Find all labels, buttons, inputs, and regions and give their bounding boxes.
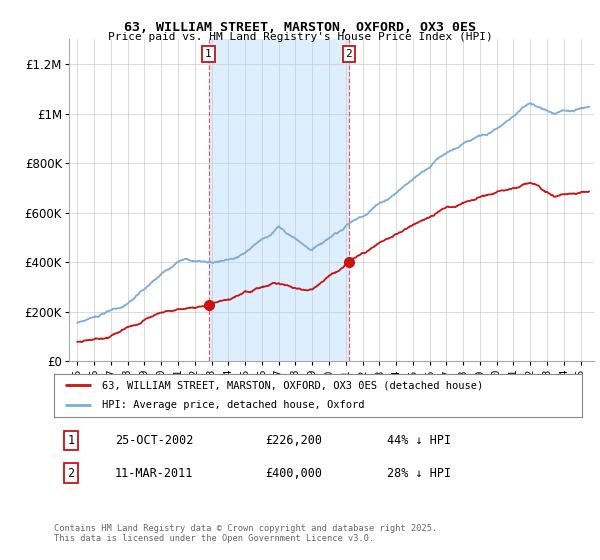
Text: 2: 2	[67, 466, 74, 480]
Text: 44% ↓ HPI: 44% ↓ HPI	[386, 434, 451, 447]
Text: £226,200: £226,200	[265, 434, 322, 447]
Text: 1: 1	[67, 434, 74, 447]
Text: 28% ↓ HPI: 28% ↓ HPI	[386, 466, 451, 480]
Text: Contains HM Land Registry data © Crown copyright and database right 2025.
This d: Contains HM Land Registry data © Crown c…	[54, 524, 437, 543]
Bar	[209, 39, 349, 361]
Text: 63, WILLIAM STREET, MARSTON, OXFORD, OX3 0ES: 63, WILLIAM STREET, MARSTON, OXFORD, OX3…	[124, 21, 476, 34]
Text: 11-MAR-2011: 11-MAR-2011	[115, 466, 193, 480]
Text: 25-OCT-2002: 25-OCT-2002	[115, 434, 193, 447]
Text: 1: 1	[205, 49, 212, 59]
Text: £400,000: £400,000	[265, 466, 322, 480]
Text: HPI: Average price, detached house, Oxford: HPI: Average price, detached house, Oxfo…	[101, 400, 364, 410]
Text: 63, WILLIAM STREET, MARSTON, OXFORD, OX3 0ES (detached house): 63, WILLIAM STREET, MARSTON, OXFORD, OX3…	[101, 380, 483, 390]
Text: Price paid vs. HM Land Registry's House Price Index (HPI): Price paid vs. HM Land Registry's House …	[107, 32, 493, 43]
Text: 2: 2	[346, 49, 352, 59]
